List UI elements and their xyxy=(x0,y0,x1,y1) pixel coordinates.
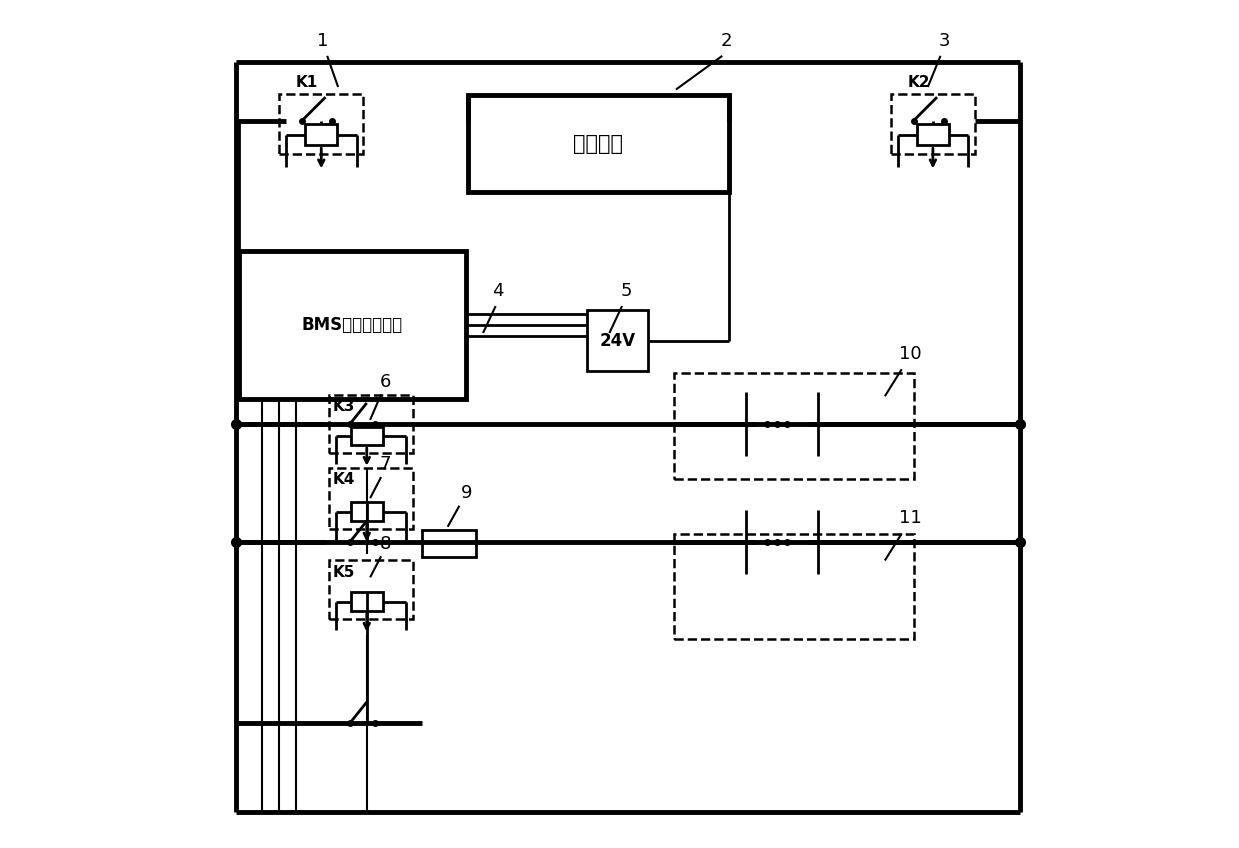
Bar xyxy=(239,251,466,399)
Text: 11: 11 xyxy=(898,510,922,527)
Bar xyxy=(674,533,914,639)
Text: K1: K1 xyxy=(296,75,318,90)
Text: 5: 5 xyxy=(621,282,632,300)
Text: 电子负载: 电子负载 xyxy=(574,134,623,153)
Bar xyxy=(351,427,383,445)
Bar xyxy=(305,125,337,145)
Bar xyxy=(279,94,363,154)
Text: K4: K4 xyxy=(333,472,356,487)
Text: 4: 4 xyxy=(492,282,504,300)
Text: 6: 6 xyxy=(379,373,392,391)
Text: K2: K2 xyxy=(908,75,930,90)
Bar xyxy=(421,530,476,557)
Bar xyxy=(674,373,914,479)
Text: BMS电池管理系统: BMS电池管理系统 xyxy=(302,316,403,334)
Text: 8: 8 xyxy=(379,534,392,553)
Bar xyxy=(328,561,413,619)
Text: K5: K5 xyxy=(333,565,356,580)
Bar xyxy=(468,96,729,192)
Bar xyxy=(351,502,383,521)
Bar xyxy=(351,593,383,611)
Bar xyxy=(587,310,648,371)
Text: 24V: 24V xyxy=(600,332,636,349)
Text: 2: 2 xyxy=(721,31,732,50)
Text: 1: 1 xyxy=(317,31,328,50)
Bar xyxy=(328,394,413,454)
Bar xyxy=(328,468,413,529)
Text: 9: 9 xyxy=(461,484,472,502)
Bar xyxy=(917,125,949,145)
Text: K3: K3 xyxy=(333,399,356,414)
Text: 3: 3 xyxy=(939,31,950,50)
Text: 10: 10 xyxy=(898,345,922,363)
Text: 7: 7 xyxy=(379,455,392,473)
Bar xyxy=(891,94,975,154)
